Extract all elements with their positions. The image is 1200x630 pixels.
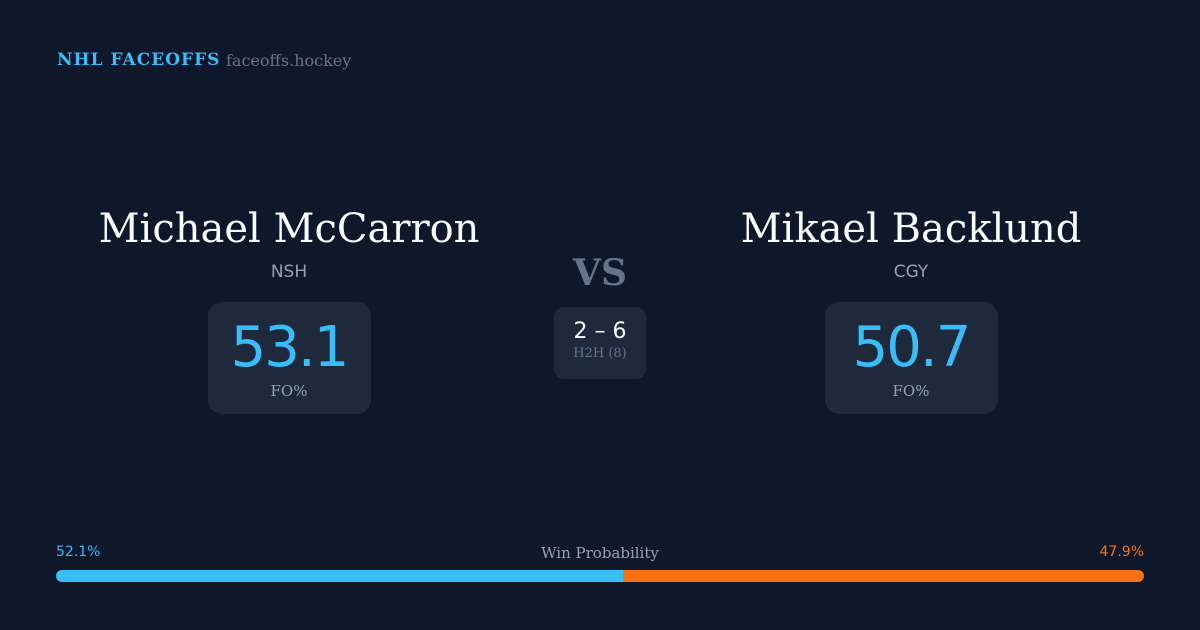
site-url: faceoffs.hockey [226,51,352,70]
h2h-card: 2 – 6 H2H (8) [554,307,646,379]
player-team: NSH [270,262,308,282]
fo-card: 53.1 FO% [207,302,371,414]
left-win-prob: 52.1% [56,544,101,560]
vs-label: VS [573,252,627,294]
win-prob-label: Win Probability [541,544,659,562]
win-prob-bar [56,570,1144,582]
h2h-label: H2H (8) [573,346,627,361]
fo-value: 53.1 [230,315,350,380]
left-prob-fill [56,570,623,582]
player-team: CGY [893,262,929,282]
player-name: Mikael Backlund [740,206,1082,252]
fo-value: 50.7 [852,315,972,380]
h2h-score: 2 – 6 [573,319,627,344]
right-prob-fill [622,570,1144,582]
right-player: Mikael Backlund CGY 50.7 FO% [681,206,1141,414]
fo-label: FO% [270,382,308,400]
fo-label: FO% [892,382,930,400]
brand-title: NHL FACEOFFS [57,50,221,70]
right-win-prob: 47.9% [1099,544,1144,560]
player-name: Michael McCarron [98,206,480,252]
fo-card: 50.7 FO% [824,302,998,414]
left-player: Michael McCarron NSH 53.1 FO% [59,206,519,414]
